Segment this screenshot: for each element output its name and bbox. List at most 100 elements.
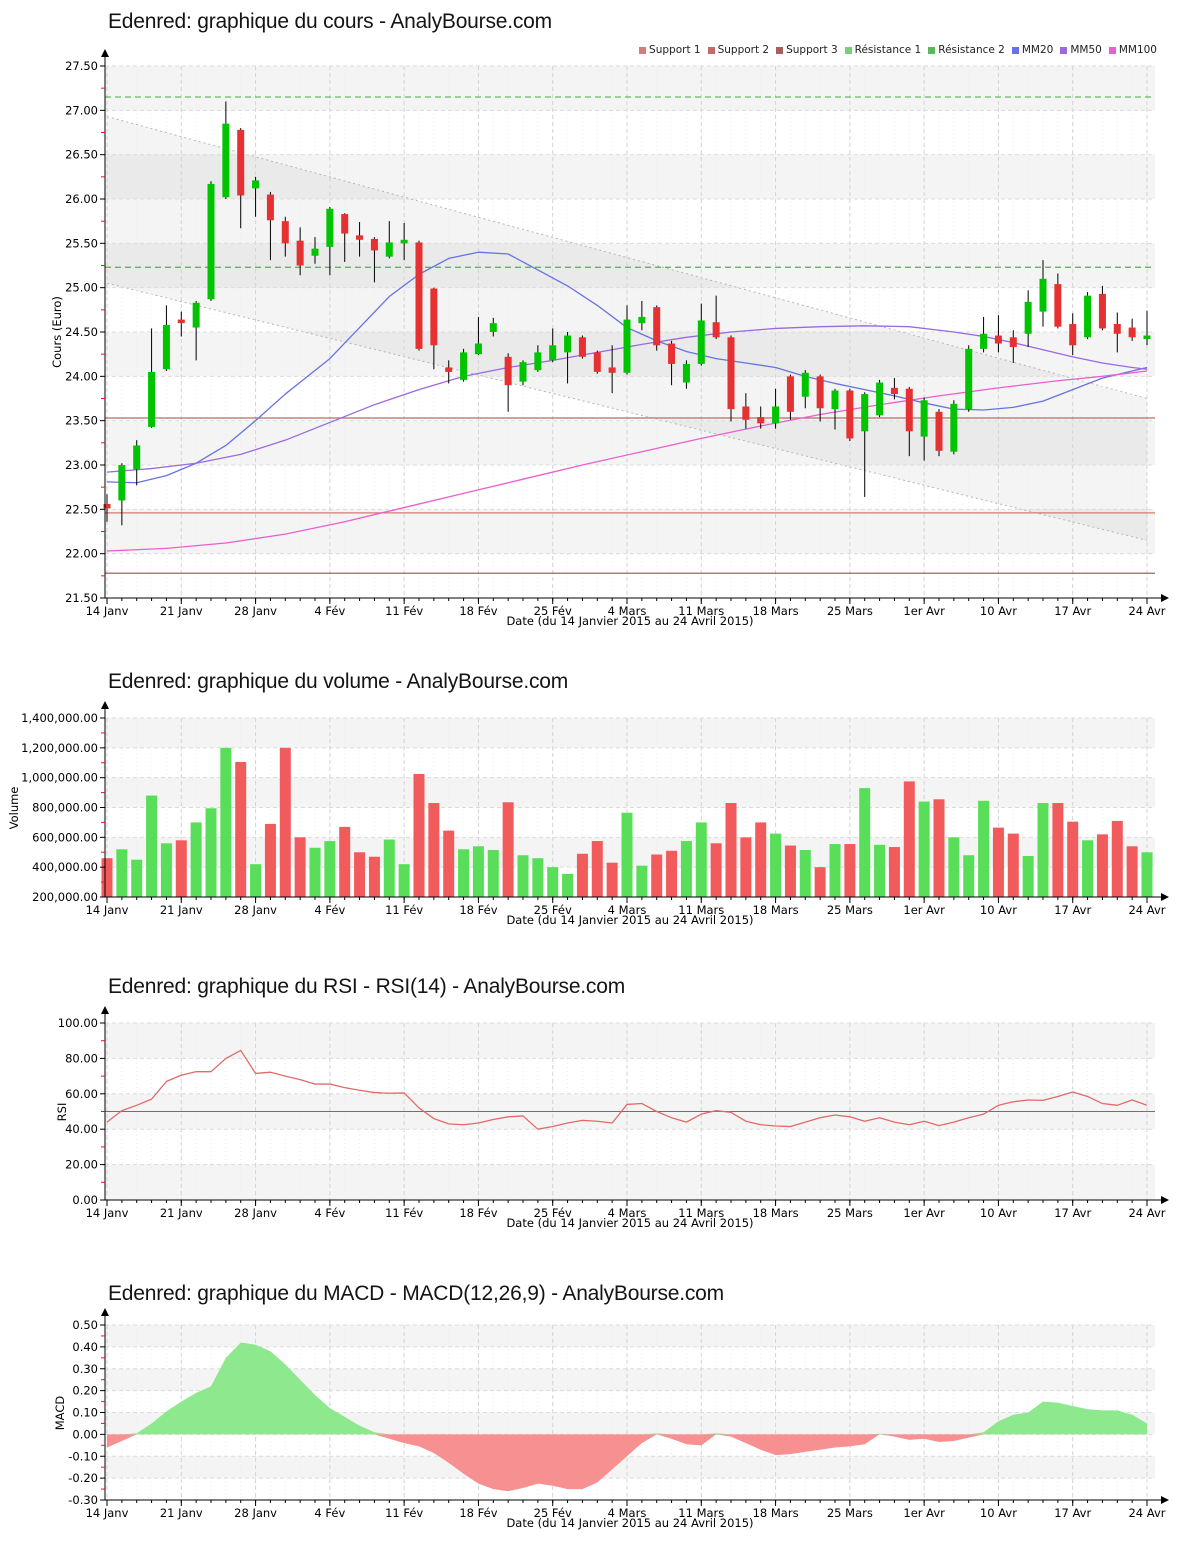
legend-item-mm20: MM20 [1011,44,1054,56]
svg-text:60.00: 60.00 [65,1087,98,1101]
svg-text:4 Fév: 4 Fév [314,1206,345,1220]
svg-text:400,000.00: 400,000.00 [32,860,98,874]
svg-text:40.00: 40.00 [65,1122,98,1136]
svg-text:26.00: 26.00 [65,192,98,206]
svg-text:22.50: 22.50 [65,502,98,516]
legend-item-r-sistance-1: Résistance 1 [844,44,922,56]
svg-text:21 Janv: 21 Janv [160,1506,203,1520]
volume-chart-plot: 200,000.00 400,000.00 600,000.00 800,000.00… [21,701,1169,917]
legend-swatch [776,46,784,54]
svg-text:200,000.00: 200,000.00 [32,890,98,904]
svg-text:14 Janv: 14 Janv [86,1506,129,1520]
svg-text:4 Fév: 4 Fév [314,1506,345,1520]
svg-text:20.00: 20.00 [65,1158,98,1172]
svg-text:1,400,000.00: 1,400,000.00 [21,711,98,725]
legend-item-support-3: Support 3 [776,44,838,56]
price-chart-title: Edenred: graphique du cours - AnalyBours… [108,10,552,33]
svg-text:14 Janv: 14 Janv [86,604,129,618]
svg-text:23.50: 23.50 [65,414,98,428]
svg-text:25 Fév: 25 Fév [534,903,572,917]
svg-text:-0.20: -0.20 [68,1471,98,1485]
svg-text:1er Avr: 1er Avr [903,604,945,618]
svg-text:4 Mars: 4 Mars [608,903,647,917]
svg-text:10 Avr: 10 Avr [980,604,1017,618]
svg-text:24 Avr: 24 Avr [1128,604,1165,618]
legend-label: MM20 [1021,44,1054,56]
svg-text:1er Avr: 1er Avr [903,903,945,917]
svg-text:18 Fév: 18 Fév [459,903,497,917]
svg-text:18 Mars: 18 Mars [753,1506,799,1520]
svg-text:17 Avr: 17 Avr [1054,1206,1091,1220]
svg-text:18 Fév: 18 Fév [459,1506,497,1520]
svg-text:21.50: 21.50 [65,591,98,605]
legend-swatch [639,46,647,54]
svg-text:0.10: 0.10 [72,1406,98,1420]
svg-text:24 Avr: 24 Avr [1128,903,1165,917]
svg-text:25.00: 25.00 [65,281,98,295]
svg-text:-0.10: -0.10 [68,1449,98,1463]
svg-text:1er Avr: 1er Avr [903,1506,945,1520]
svg-text:17 Avr: 17 Avr [1054,903,1091,917]
svg-text:4 Mars: 4 Mars [608,604,647,618]
svg-text:21 Janv: 21 Janv [160,1206,203,1220]
svg-text:800,000.00: 800,000.00 [32,801,98,815]
svg-text:100.00: 100.00 [58,1016,98,1030]
rsi-y-axis-label: RSI [55,1102,69,1122]
price-x-axis-label: Date (du 14 Janvier 2015 au 24 Avril 201… [506,614,754,628]
svg-text:11 Mars: 11 Mars [678,1206,724,1220]
legend-label: Support 3 [786,44,838,56]
legend-label: MM50 [1070,44,1102,56]
svg-text:1er Avr: 1er Avr [903,1206,945,1220]
svg-text:18 Mars: 18 Mars [753,903,799,917]
macd-chart-title: Edenred: graphique du MACD - MACD(12,26,… [108,1282,724,1305]
svg-text:27.50: 27.50 [65,59,98,73]
svg-text:24 Avr: 24 Avr [1128,1506,1165,1520]
svg-text:10 Avr: 10 Avr [980,903,1017,917]
svg-text:18 Fév: 18 Fév [459,604,497,618]
svg-text:25 Fév: 25 Fév [534,1506,572,1520]
svg-text:0.00: 0.00 [72,1427,98,1441]
svg-text:21 Janv: 21 Janv [160,604,203,618]
legend-label: MM100 [1118,44,1157,56]
volume-y-axis-label: Volume [7,786,21,830]
svg-text:22.00: 22.00 [65,547,98,561]
rsi-chart-title: Edenred: graphique du RSI - RSI(14) - An… [108,975,626,998]
legend-item-mm50: MM50 [1060,44,1102,56]
svg-text:0.50: 0.50 [72,1318,98,1332]
svg-text:25 Mars: 25 Mars [827,903,873,917]
svg-text:11 Fév: 11 Fév [385,604,423,618]
legend-label: Support 1 [649,44,701,56]
svg-text:11 Mars: 11 Mars [678,903,724,917]
price-y-axis-label: Cours (Euro) [50,296,64,368]
svg-text:14 Janv: 14 Janv [86,1206,129,1220]
rsi-x-axis-label: Date (du 14 Janvier 2015 au 24 Avril 201… [506,1216,754,1230]
svg-text:28 Janv: 28 Janv [234,1206,277,1220]
svg-text:600,000.00: 600,000.00 [32,830,98,844]
legend-item-r-sistance-2: Résistance 2 [928,44,1005,56]
legend-label: Support 2 [717,44,770,56]
svg-text:80.00: 80.00 [65,1051,98,1065]
svg-text:0.00: 0.00 [72,1193,98,1207]
legend-swatch [1108,46,1116,54]
svg-text:1,000,000.00: 1,000,000.00 [21,771,98,785]
svg-text:24.00: 24.00 [65,369,98,383]
volume-x-axis-label: Date (du 14 Janvier 2015 au 24 Avril 201… [506,913,754,927]
legend-label: Résistance 1 [854,44,922,56]
svg-text:25 Mars: 25 Mars [827,1506,873,1520]
svg-text:4 Fév: 4 Fév [314,903,345,917]
svg-text:17 Avr: 17 Avr [1054,1506,1091,1520]
price-chart-legend: Support 1 Support 2 Support 3 Résistance 1 R… [639,44,1157,56]
svg-text:25 Mars: 25 Mars [827,1206,873,1220]
svg-text:11 Mars: 11 Mars [678,1506,724,1520]
rsi-chart-plot: 0.00 20.00 40.00 60.00 80.00 100.00 14 Janv 21 … [58,1006,1169,1220]
volume-chart-title: Edenred: graphique du volume - AnalyBour… [108,670,569,693]
macd-chart-plot: -0.30 -0.20 -0.10 0.00 0.10 0.20 0.30 0.40 0.50 1… [68,1308,1169,1520]
legend-label: Résistance 2 [938,44,1005,56]
svg-text:18 Fév: 18 Fév [459,1206,497,1220]
svg-text:11 Fév: 11 Fév [385,1206,423,1220]
svg-text:-0.30: -0.30 [68,1493,98,1507]
svg-text:1,200,000.00: 1,200,000.00 [21,741,98,755]
legend-swatch [928,46,936,54]
svg-text:18 Mars: 18 Mars [753,604,799,618]
svg-text:25.50: 25.50 [65,236,98,250]
